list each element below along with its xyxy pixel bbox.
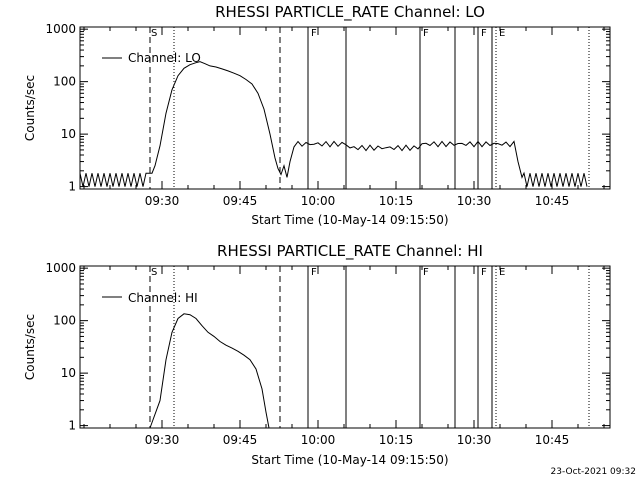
legend-label: Channel: HI	[128, 291, 198, 305]
x-tick-label: 10:15	[379, 433, 414, 447]
x-tick-label: 10:15	[379, 194, 414, 208]
flag-label: F	[481, 28, 487, 39]
y-axis-label: Counts/sec	[23, 75, 37, 141]
plot-frame	[79, 265, 611, 429]
legend-label: Channel: LO	[128, 51, 201, 65]
flag-label: E	[499, 28, 505, 39]
flag-label: F	[423, 28, 429, 39]
flag-label: S	[151, 28, 157, 39]
flag-label: F	[481, 267, 487, 278]
x-axis-label: Start Time (10-May-14 09:15:50)	[251, 213, 448, 227]
y-tick-label: 10	[61, 366, 76, 380]
y-tick-label: 1000	[45, 261, 76, 275]
flag-label: F	[311, 28, 317, 39]
timestamp: 23-Oct-2021 09:32	[551, 467, 636, 477]
flag-label: F	[311, 267, 317, 278]
x-tick-label: 10:30	[457, 194, 492, 208]
x-tick-label: 10:00	[301, 433, 336, 447]
x-tick-label: 09:45	[223, 433, 258, 447]
flag-label: F	[423, 267, 429, 278]
x-tick-label: 10:45	[535, 433, 570, 447]
chart-title: RHESSI PARTICLE_RATE Channel: LO	[215, 3, 485, 22]
x-tick-label: 09:45	[223, 194, 258, 208]
plot-frame	[79, 26, 611, 190]
chart-title: RHESSI PARTICLE_RATE Channel: HI	[217, 242, 483, 261]
panel-hi: RHESSI PARTICLE_RATE Channel: HI Start T…	[23, 242, 611, 467]
y-tick-label: 1000	[45, 22, 76, 36]
y-tick-label: 100	[53, 314, 76, 328]
x-tick-label: 09:30	[145, 433, 180, 447]
y-tick-label: 10	[61, 127, 76, 141]
x-axis-label: Start Time (10-May-14 09:15:50)	[251, 453, 448, 467]
y-tick-label: 1	[68, 180, 76, 194]
series-line-hi	[149, 313, 270, 429]
flag-label: S	[151, 267, 157, 278]
y-axis-label: Counts/sec	[23, 314, 37, 380]
series-line-lo	[79, 61, 588, 187]
y-tick-label: 100	[53, 75, 76, 89]
flag-label: E	[499, 267, 505, 278]
x-tick-label: 10:45	[535, 194, 570, 208]
x-tick-label: 10:30	[457, 433, 492, 447]
x-tick-label: 10:00	[301, 194, 336, 208]
panel-lo: RHESSI PARTICLE_RATE Channel: LO Start T…	[23, 3, 611, 227]
x-tick-label: 09:30	[145, 194, 180, 208]
y-tick-label: 1	[68, 419, 76, 433]
